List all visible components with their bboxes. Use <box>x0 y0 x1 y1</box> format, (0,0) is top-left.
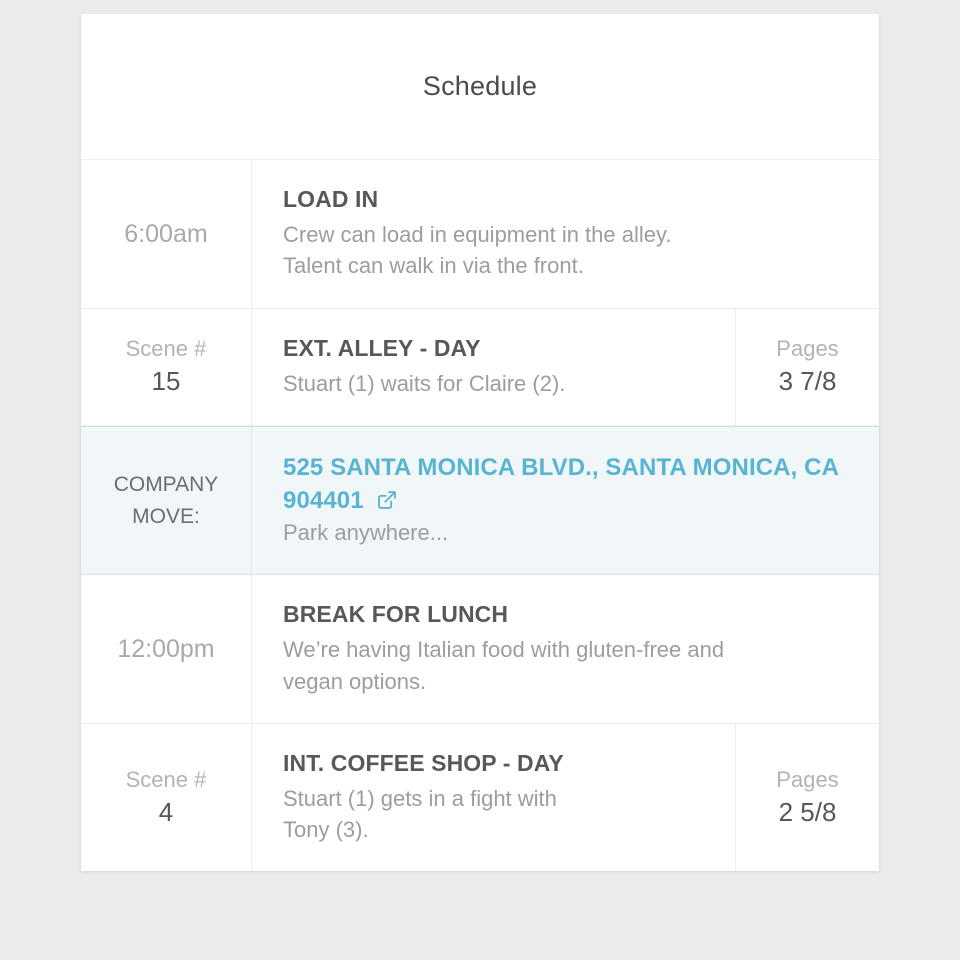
scene-number-label: Scene # <box>125 336 207 362</box>
entry-title: EXT. ALLEY - DAY <box>283 334 481 361</box>
row-left-cell: Scene # 15 <box>81 308 252 425</box>
scene-number-value: 15 <box>151 365 181 396</box>
entry-description-line: vegan options. <box>283 668 427 694</box>
schedule-card: Schedule 6:00am LOAD IN Crew can load in e… <box>80 14 880 872</box>
entry-title: BREAK FOR LUNCH <box>283 601 509 628</box>
row-time: 6:00am <box>124 219 208 248</box>
entry-description-line: Stuart (1) waits for Claire (2). <box>283 370 566 396</box>
schedule-row[interactable]: COMPANY MOVE: 525 SANTA MONICA BLVD., SAN… <box>80 425 880 576</box>
row-left-cell: 6:00am <box>81 160 252 308</box>
entry-description-line: Tony (3). <box>283 817 369 843</box>
company-move-label: COMPANY MOVE: <box>113 473 219 528</box>
pages-label: Pages <box>776 336 839 362</box>
card-header: Schedule <box>81 14 879 160</box>
entry-description-line: Stuart (1) gets in a fight with <box>283 785 557 811</box>
pages-value: 2 5/8 <box>778 796 837 827</box>
row-detail-cell: EXT. ALLEY - DAY Stuart (1) waits for Cla… <box>252 309 735 425</box>
entry-description-line: Crew can load in equipment in the alley. <box>283 222 672 248</box>
row-time: 12:00pm <box>117 635 215 663</box>
page-title: Schedule <box>422 71 538 101</box>
row-detail-cell: 525 SANTA MONICA BLVD., SANTA MONICA, CA… <box>252 427 879 574</box>
address-line: 525 SANTA MONICA BLVD., SANTA MONICA, CA… <box>283 451 849 517</box>
entry-description-line: Talent can walk in via the front. <box>283 253 584 279</box>
company-move-address-link[interactable]: 525 SANTA MONICA BLVD., SANTA MONICA, CA… <box>283 454 838 514</box>
external-link-icon[interactable] <box>376 489 398 511</box>
schedule-row[interactable]: 6:00am LOAD IN Crew can load in equipment … <box>81 160 879 309</box>
row-pages-cell: Pages 2 5/8 <box>735 723 879 872</box>
entry-description-line: We’re having Italian food with gluten-fr… <box>283 637 725 663</box>
address-text: 525 SANTA MONICA BLVD., SANTA MONICA, CA… <box>283 453 839 514</box>
row-left-cell: COMPANY MOVE: <box>81 426 252 575</box>
schedule-row[interactable]: Scene # 15 EXT. ALLEY - DAY Stuart (1) wait… <box>81 308 879 426</box>
row-left-cell: Scene # 4 <box>81 723 252 872</box>
entry-description-line: Park anywhere... <box>283 520 449 546</box>
row-detail-cell: LOAD IN Crew can load in equipment in the… <box>252 160 879 308</box>
scene-number-label: Scene # <box>125 767 207 793</box>
pages-label: Pages <box>776 767 839 793</box>
entry-title: LOAD IN <box>283 186 379 212</box>
row-detail-cell: BREAK FOR LUNCH We’re having Italian food… <box>252 575 879 723</box>
entry-title: INT. COFFEE SHOP - DAY <box>283 749 564 776</box>
pages-value: 3 7/8 <box>778 365 837 396</box>
schedule-rows: 6:00am LOAD IN Crew can load in equipment … <box>80 160 880 872</box>
row-pages-cell: Pages 3 7/8 <box>735 308 879 425</box>
row-left-cell: 12:00pm <box>81 575 252 723</box>
schedule-row[interactable]: Scene # 4 INT. COFFEE SHOP - DAY Stuart (1)… <box>81 723 879 872</box>
row-detail-cell: INT. COFFEE SHOP - DAY Stuart (1) gets in… <box>252 724 735 872</box>
scene-number-value: 4 <box>158 796 174 827</box>
schedule-row[interactable]: 12:00pm BREAK FOR LUNCH We’re having Itali… <box>81 575 879 724</box>
